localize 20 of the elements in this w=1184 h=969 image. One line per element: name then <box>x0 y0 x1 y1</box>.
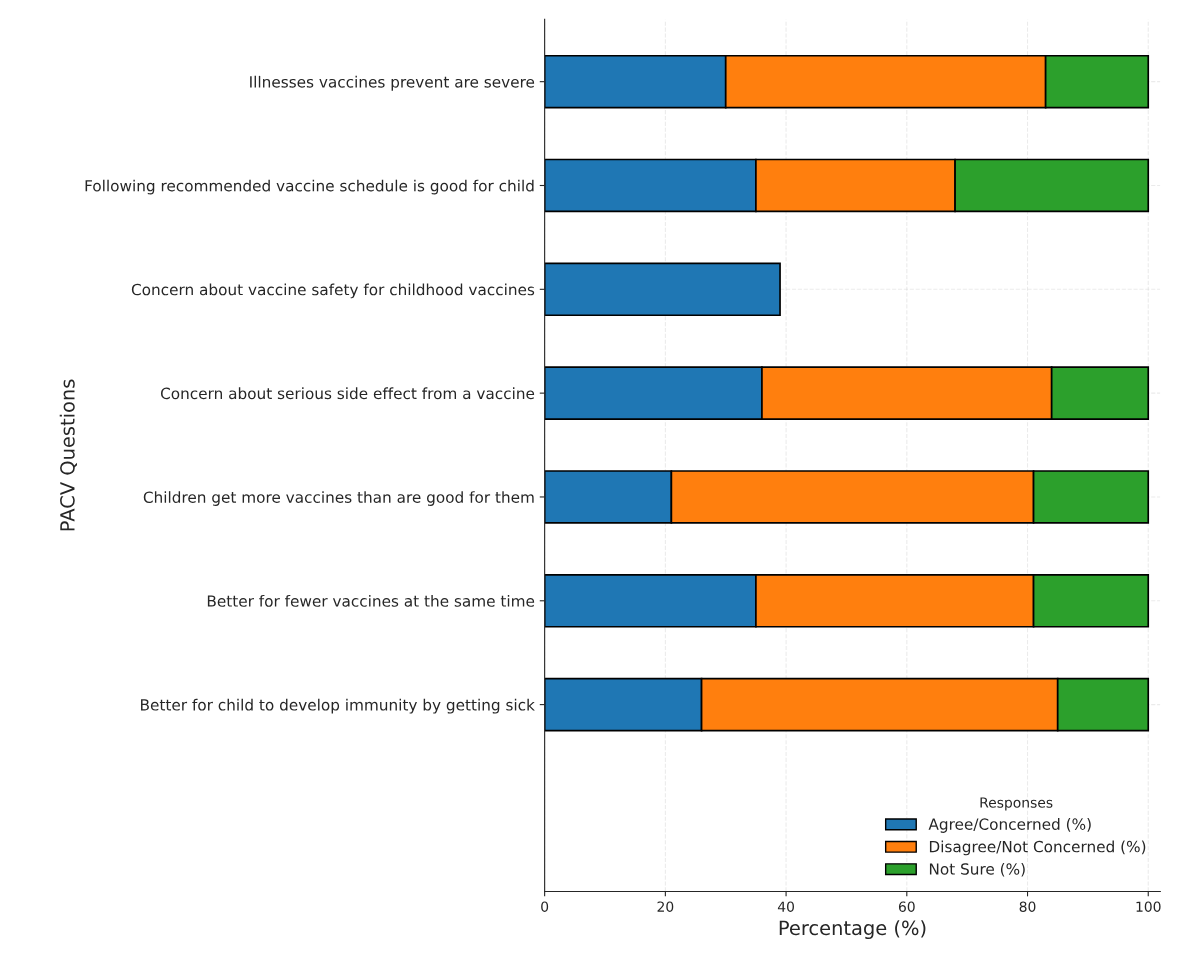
y-tick-label: Following recommended vaccine schedule is good for child <box>85 179 534 195</box>
x-tick-label: 20 <box>657 901 674 912</box>
x-tick-label: 40 <box>777 901 794 912</box>
legend-label: Disagree/Not Concerned (%) <box>929 840 1146 856</box>
legend-title: Responses <box>980 797 1053 811</box>
y-axis-title: PACV Questions <box>59 379 77 531</box>
y-tick-label: Children get more vaccines than are good for them <box>143 491 534 506</box>
legend-label: Not Sure (%) <box>929 862 1025 877</box>
y-tick-label: Better for fewer vaccines at the same time <box>207 594 535 607</box>
y-tick-label: Concern about vaccine safety for childhood vaccines <box>131 283 535 299</box>
x-tick-label: 60 <box>898 901 915 912</box>
x-tick-label: 80 <box>1019 901 1036 912</box>
y-tick-label: Concern about serious side effect from a vaccine <box>160 387 535 400</box>
y-tick-label: Illnesses vaccines prevent are severe <box>250 75 535 91</box>
y-tick-label: Better for child to develop immunity by getting sick <box>141 698 535 714</box>
legend-label: Agree/Concerned (%) <box>928 818 1091 833</box>
x-tick-label: 100 <box>1136 901 1161 912</box>
bar <box>544 262 781 317</box>
x-tick-label: 0 <box>541 901 549 912</box>
x-axis-title: Percentage (%) <box>779 920 926 940</box>
